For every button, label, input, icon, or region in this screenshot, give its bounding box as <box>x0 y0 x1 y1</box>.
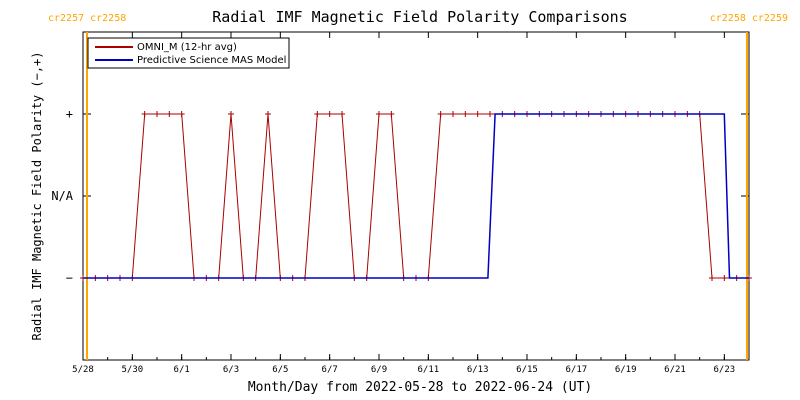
data-point-marker <box>388 111 395 117</box>
data-point-marker <box>178 111 185 117</box>
y-tick-label: N/A <box>51 189 73 203</box>
data-point-marker <box>326 111 333 117</box>
chart-title: Radial IMF Magnetic Field Polarity Compa… <box>212 8 627 26</box>
data-point-marker <box>228 111 234 117</box>
series-layer <box>80 111 752 281</box>
x-tick-label: 6/7 <box>322 365 338 375</box>
legend-label-mas: Predictive Science MAS Model <box>137 55 286 66</box>
x-tick-label: 6/17 <box>565 365 587 375</box>
legend: OMNI_M (12-hr avg) Predictive Science MA… <box>87 37 290 69</box>
data-point-marker <box>376 111 382 117</box>
x-tick-label: 6/23 <box>713 365 735 375</box>
x-axis-label: Month/Day from 2022-05-28 to 2022-06-24 … <box>248 380 592 395</box>
data-point-marker <box>709 275 715 281</box>
data-point-marker <box>154 111 160 117</box>
x-tick-label: 5/28 <box>72 365 94 375</box>
data-point-marker <box>314 111 321 117</box>
legend-label-omni: OMNI_M (12-hr avg) <box>137 42 237 53</box>
data-point-marker <box>450 111 456 117</box>
x-tick-label: 6/11 <box>417 365 439 375</box>
series-line-mas <box>83 113 749 279</box>
x-tick-label: 6/21 <box>664 365 686 375</box>
x-tick-label: 6/13 <box>467 365 489 375</box>
carrington-label: cr2258 cr2259 <box>710 13 788 24</box>
x-tick-label: 6/5 <box>272 365 288 375</box>
data-point-marker <box>487 111 493 117</box>
carrington-label-left: cr2258 <box>710 13 746 24</box>
data-point-marker <box>474 111 481 117</box>
data-point-marker <box>141 111 148 117</box>
x-tick-label: 6/1 <box>174 365 190 375</box>
x-tick-label: 6/19 <box>615 365 637 375</box>
legend-box <box>87 37 290 69</box>
x-tick-label: 6/9 <box>371 365 387 375</box>
x-tick-label: 6/3 <box>223 365 239 375</box>
carrington-label-left: cr2257 <box>48 13 84 24</box>
carrington-labels: cr2257 cr2258 cr2258 cr2259 <box>48 13 788 24</box>
y-tick-label: + <box>66 107 73 121</box>
carrington-label: cr2257 cr2258 <box>48 13 126 24</box>
data-point-marker <box>339 111 345 117</box>
y-tick-label: − <box>66 271 73 285</box>
data-point-marker <box>721 275 728 281</box>
x-tick-label: 6/15 <box>516 365 538 375</box>
x-tick-label: 5/30 <box>121 365 143 375</box>
carrington-label-right: cr2259 <box>752 13 788 24</box>
carrington-label-right: cr2258 <box>90 13 126 24</box>
y-axis-label: Radial IMF Magnetic Field Polarity (−,+) <box>30 52 44 341</box>
data-point-marker <box>462 111 469 117</box>
data-point-marker <box>437 111 444 117</box>
carrington-lines <box>86 32 748 360</box>
x-axis-ticks: 5/28 5/30 6/1 6/3 6/5 6/7 6/9 6/11 6/13 6/15 6/17 6… <box>72 32 735 375</box>
data-point-marker <box>265 111 271 117</box>
data-point-marker <box>166 111 173 117</box>
